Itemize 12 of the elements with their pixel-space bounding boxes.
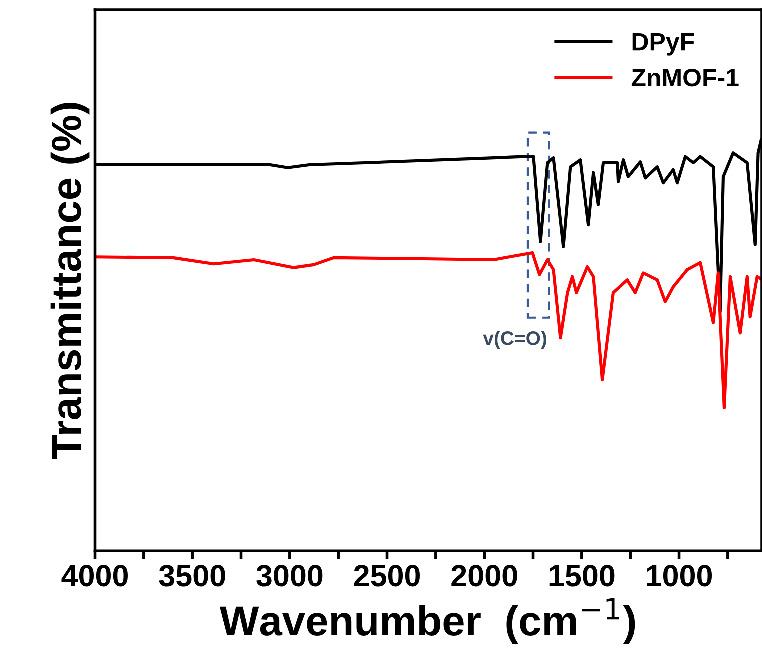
- x-tick-label: 2000: [452, 565, 518, 587]
- x-tick-label: 1500: [550, 565, 615, 587]
- x-tick-label: 4000: [62, 565, 128, 587]
- x-axis-title: Wavenumber (cm$^{−1}$): [220, 598, 636, 644]
- legend-label: ZnMOF-1: [632, 68, 739, 87]
- x-tick-label: 2500: [354, 565, 420, 587]
- x-tick-label: 3500: [159, 565, 226, 587]
- x-tick-label: 3000: [256, 565, 323, 587]
- legend-label: DPyF: [632, 33, 694, 56]
- annotation: v(C=O): [483, 331, 546, 350]
- y-axis-title: Transmittance (%): [50, 103, 90, 460]
- x-tick-label: 1000: [647, 565, 712, 587]
